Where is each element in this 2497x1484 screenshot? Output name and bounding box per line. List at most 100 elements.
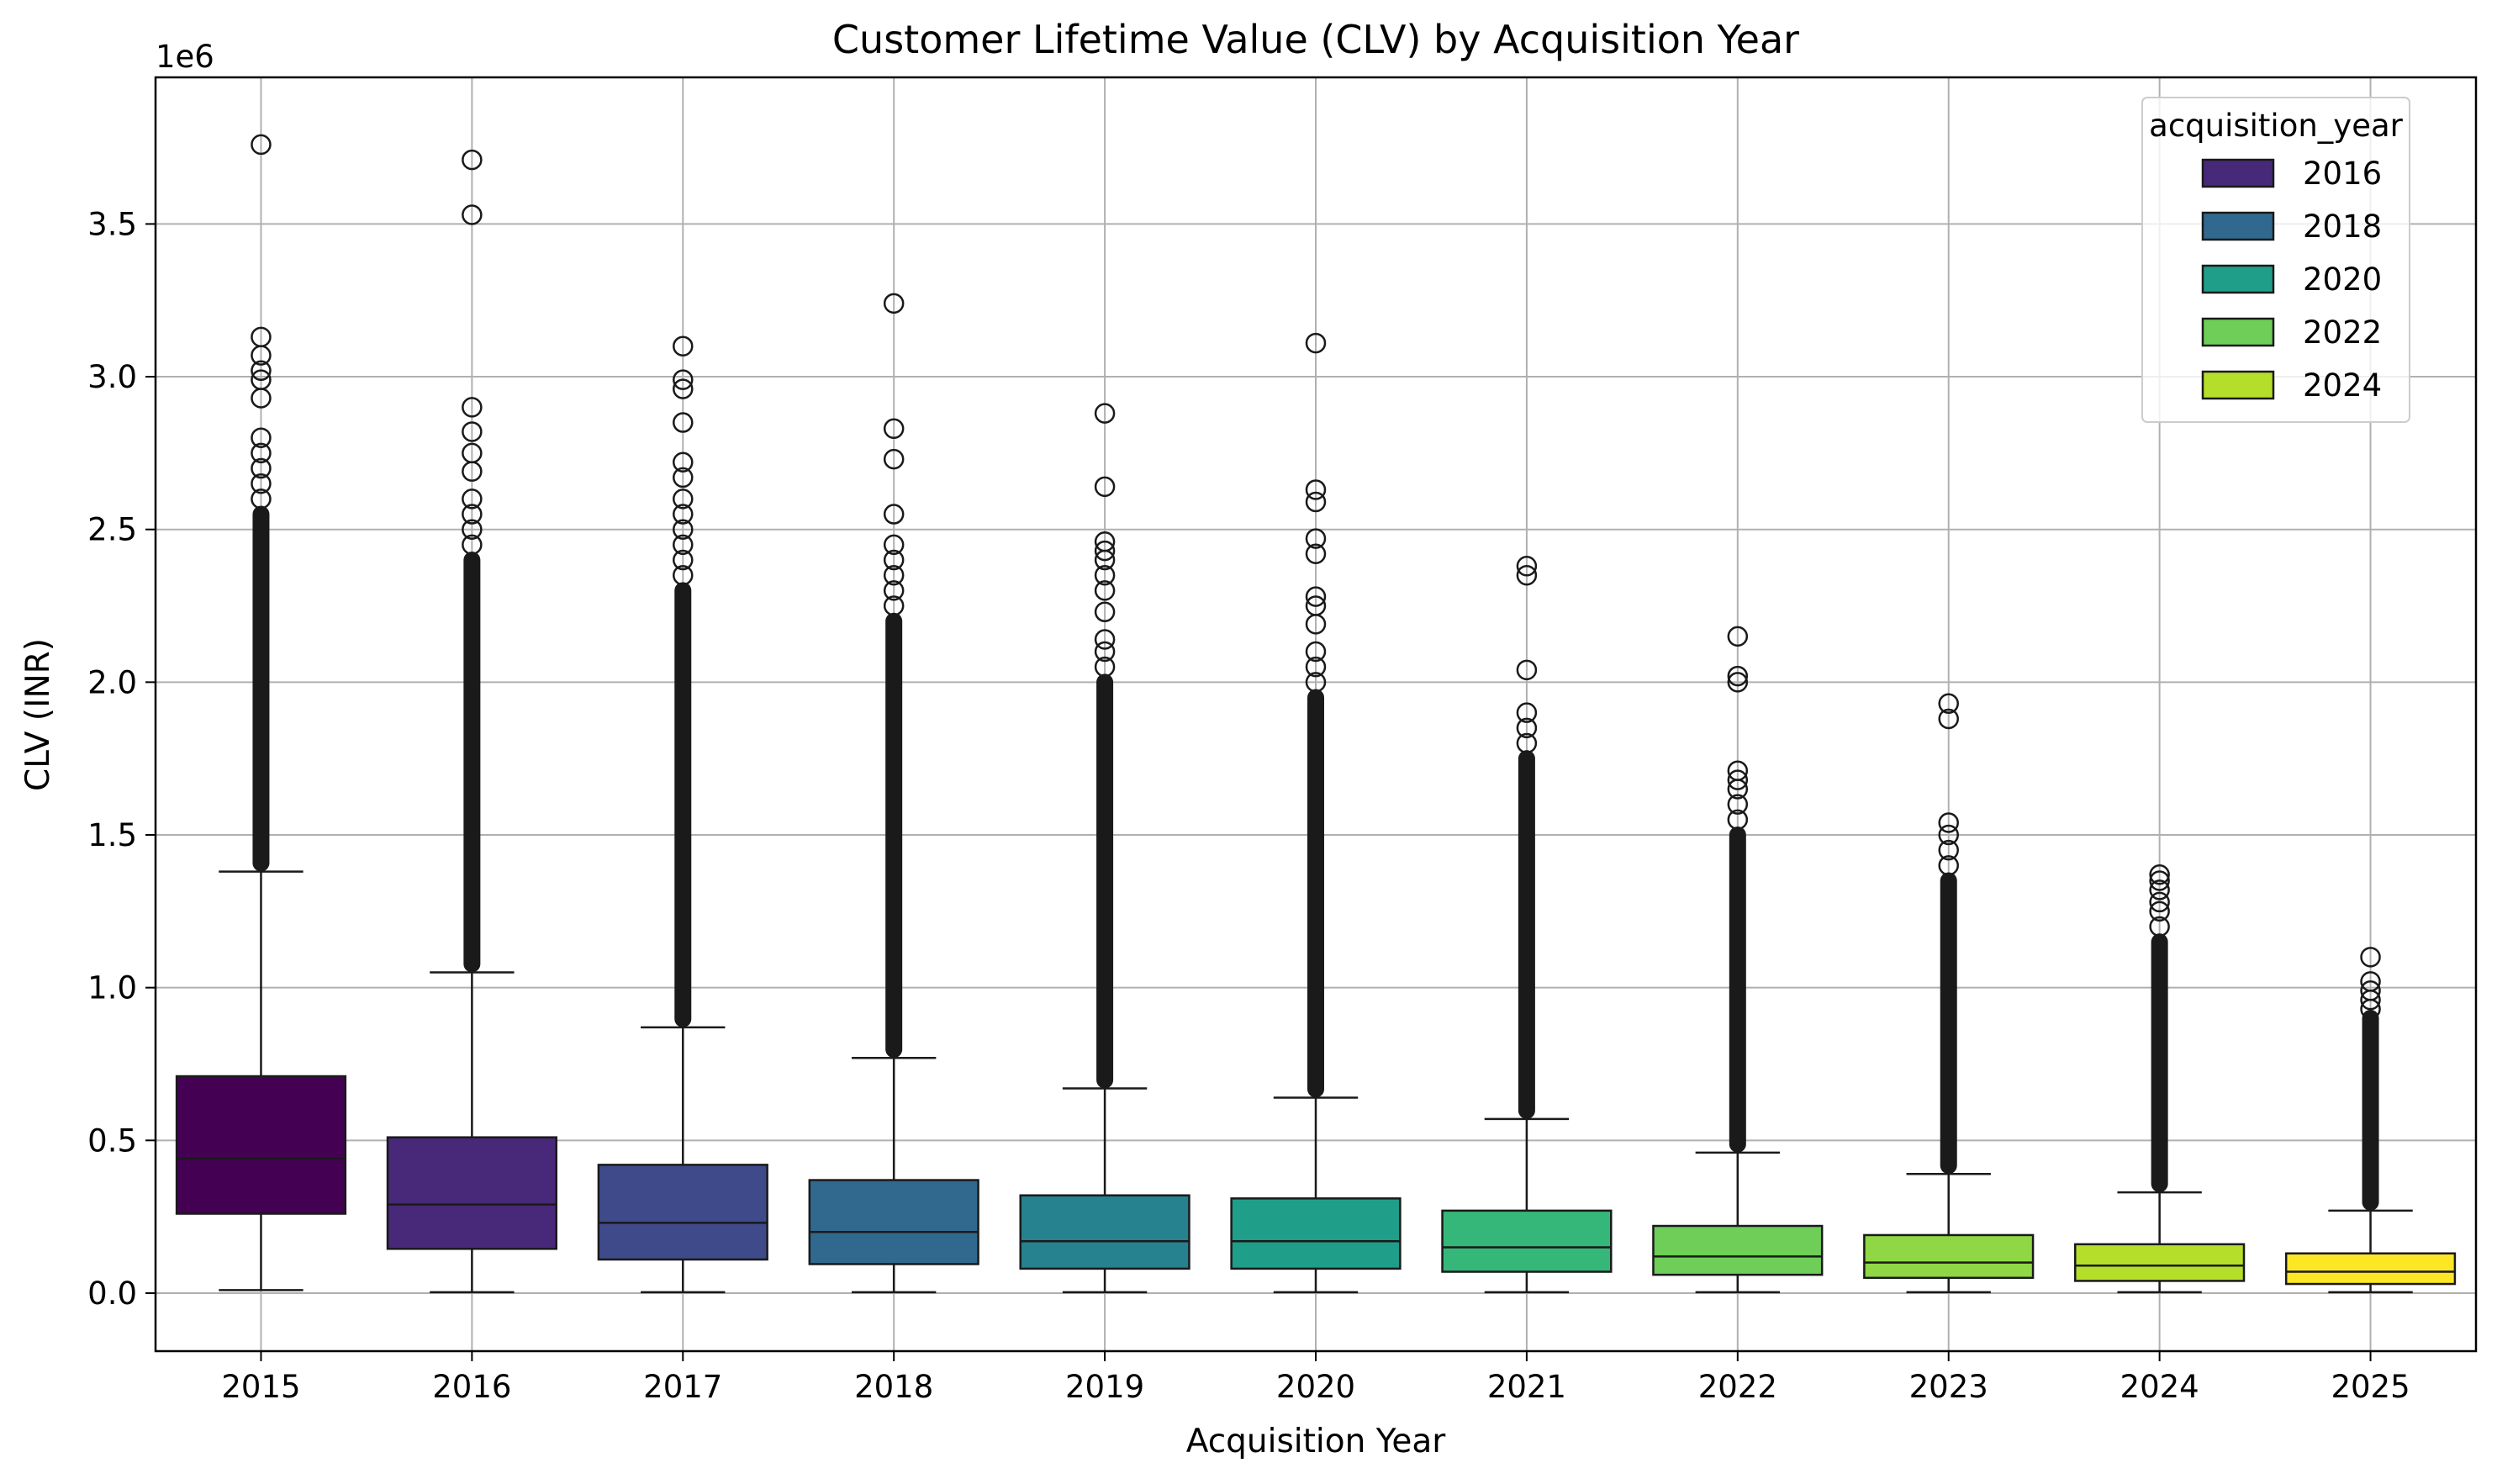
x-tick-label: 2025 <box>2331 1369 2410 1405</box>
outlier-point <box>673 412 694 433</box>
legend-label: 2024 <box>2303 367 2382 404</box>
outlier-point <box>1094 476 1116 498</box>
outlier-point <box>2360 947 2381 968</box>
legend-swatch-2018 <box>2201 211 2275 241</box>
box-series <box>175 134 2457 1294</box>
y-axis-label: CLV (INR) <box>19 638 57 791</box>
outlier-point <box>1516 717 1538 739</box>
outlier-point <box>251 369 272 390</box>
outlier-point <box>1094 629 1116 650</box>
outlier-point <box>1094 656 1116 678</box>
box-iqr <box>1019 1194 1190 1270</box>
outlier-point <box>673 467 694 489</box>
box-iqr <box>597 1164 768 1261</box>
legend-label: 2020 <box>2303 261 2382 298</box>
outlier-point <box>462 519 483 540</box>
outlier-point <box>1516 556 1538 577</box>
outlier-point <box>2360 980 2381 1001</box>
outlier-point <box>251 489 272 510</box>
outlier-point <box>1516 659 1538 681</box>
outlier-point <box>1094 564 1116 586</box>
box-iqr <box>1230 1197 1402 1270</box>
outlier-point <box>2149 916 2170 937</box>
box-group-2020 <box>1230 332 1402 1294</box>
outlier-point <box>883 448 905 470</box>
box-group-2018 <box>808 293 979 1294</box>
box-iqr <box>175 1075 347 1215</box>
x-tick-label: 2024 <box>2120 1369 2199 1405</box>
x-tick-label: 2018 <box>854 1369 933 1405</box>
box-group-2015 <box>175 134 347 1291</box>
y-tick-label: 1.0 <box>87 970 137 1006</box>
x-tick-label: 2021 <box>1487 1369 1566 1405</box>
outlier-point <box>883 504 905 525</box>
outlier-point <box>1938 708 1959 730</box>
y-axis: 0.0 0.5 1.0 1.5 2.0 2.5 3.0 3.5 <box>87 206 156 1312</box>
box-group-2022 <box>1652 626 1824 1294</box>
outlier-point <box>2149 891 2170 913</box>
outlier-point <box>883 564 905 586</box>
outlier-point <box>2149 863 2170 885</box>
outlier-point <box>1305 672 1327 693</box>
outlier-point <box>1305 586 1327 607</box>
box-iqr <box>1441 1209 1613 1273</box>
outlier-point <box>1305 595 1327 616</box>
outlier-point <box>2149 900 2170 922</box>
outlier-point <box>673 335 694 356</box>
outlier-point <box>251 326 272 348</box>
outlier-point <box>1094 601 1116 623</box>
outlier-point <box>462 421 483 442</box>
x-tick-label: 2017 <box>643 1369 722 1405</box>
box-iqr <box>386 1136 557 1250</box>
outlier-point <box>673 489 694 510</box>
outlier-point <box>1305 491 1327 513</box>
x-axis-label: Acquisition Year <box>1186 1423 1447 1460</box>
y-tick-label: 3.0 <box>87 359 137 395</box>
chart-title: Customer Lifetime Value (CLV) by Acquisi… <box>832 17 1799 62</box>
outlier-point <box>1305 543 1327 565</box>
outlier-point <box>1305 479 1327 500</box>
outlier-point <box>2149 870 2170 891</box>
outlier-point <box>1516 564 1538 586</box>
outlier-point <box>2360 971 2381 992</box>
box-iqr <box>1652 1224 1824 1276</box>
outlier-point <box>673 452 694 473</box>
outlier-point <box>2149 879 2170 900</box>
outlier-point <box>1094 641 1116 663</box>
outlier-point <box>883 293 905 314</box>
outlier-point <box>673 564 694 586</box>
outlier-point <box>883 595 905 616</box>
legend-swatch-2020 <box>2201 264 2275 294</box>
outlier-point <box>251 134 272 156</box>
outlier-point <box>462 204 483 225</box>
outlier-point <box>883 534 905 556</box>
outlier-point <box>1938 839 1959 861</box>
outlier-point <box>251 442 272 464</box>
y-tick-label: 1.5 <box>87 817 137 853</box>
outlier-point <box>673 534 694 556</box>
outlier-point <box>251 473 272 494</box>
box-group-2025 <box>2284 947 2457 1294</box>
outlier-point <box>462 504 483 525</box>
outlier-point <box>673 549 694 571</box>
x-tick-label: 2016 <box>432 1369 511 1405</box>
outlier-point <box>1938 812 1959 833</box>
outlier-point <box>462 442 483 464</box>
outlier-point <box>251 457 272 479</box>
outlier-point <box>673 519 694 540</box>
outlier-point <box>462 489 483 510</box>
y-tick-label: 2.5 <box>87 512 137 548</box>
x-tick-label: 2023 <box>1909 1369 1988 1405</box>
outlier-point <box>462 397 483 418</box>
outlier-point <box>1094 403 1116 424</box>
outlier-point <box>883 549 905 571</box>
x-axis: 2015 2016 2017 2018 2019 2020 2021 2022 2023 2024… <box>221 1351 2410 1405</box>
box-iqr <box>2074 1243 2246 1282</box>
box-iqr <box>2284 1252 2457 1286</box>
outlier-point <box>673 378 694 399</box>
legend-label: 2016 <box>2303 156 2382 192</box>
outlier-point <box>1727 794 1749 815</box>
box-iqr <box>808 1179 979 1265</box>
legend-title: acquisition_year <box>2149 108 2403 144</box>
y-tick-label: 0.0 <box>87 1275 137 1312</box>
